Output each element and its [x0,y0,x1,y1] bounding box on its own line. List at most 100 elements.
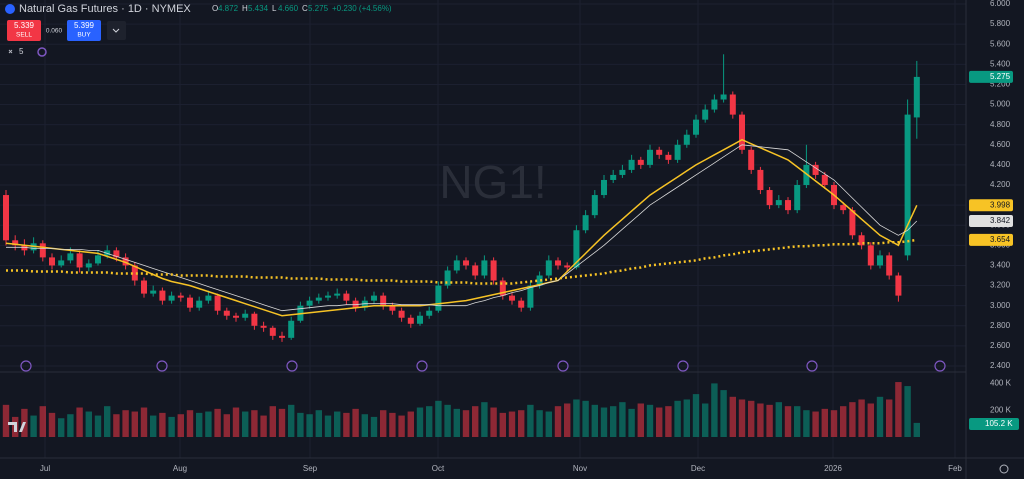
dropdown-button[interactable] [107,21,126,40]
y-tick-label: 6.000 [990,0,1011,8]
candle-body [601,179,607,196]
candle-body [279,335,285,338]
volume-bar [619,402,626,437]
candle-body [325,295,331,298]
plot [2,54,920,437]
legend-key: O [212,4,218,13]
candle-body [251,313,258,326]
buy-label: BUY [77,32,91,39]
collapse-icon[interactable] [8,49,13,54]
candle-body [223,310,230,316]
legend-key: C [302,4,308,13]
volume-bar [637,403,644,437]
candle-body [821,174,828,185]
candle-body [472,265,479,276]
y-tick-label: 3.000 [990,301,1011,310]
watermark: NG1! [439,156,546,208]
settings-icon[interactable] [999,464,1009,474]
candle-body [536,275,543,286]
volume-bar [58,418,65,437]
volume-bar [186,410,194,437]
volume-bar [380,410,387,437]
candle-body [288,320,295,338]
candle-body [785,200,791,211]
candle-body [444,270,451,286]
volume-bar [196,412,203,437]
y-tick-label: 2.400 [990,361,1011,370]
volume-bar [278,408,286,437]
event-icon[interactable] [806,360,818,372]
volume-bar [315,410,322,437]
volume-bar [766,404,773,437]
x-tick-label: Oct [432,464,445,473]
y-tick-label: 4.200 [990,180,1011,189]
candle-body [104,250,111,256]
volume-bar [849,402,856,437]
candle-body [417,315,423,324]
event-icon[interactable] [286,360,298,372]
event-icon[interactable] [677,360,689,372]
y-tick-label: 3.200 [990,281,1011,290]
candle-body [499,280,506,296]
volume-bar [150,415,157,437]
y-tick-label: 5.800 [990,19,1011,28]
volume-bar [168,416,175,437]
candle-body [858,235,865,246]
price-label: 3.654 [990,235,1011,244]
candle-body [113,250,120,258]
legend-value: 5.434 [248,4,269,13]
volume-bar [674,400,681,437]
volume-bar [527,404,534,437]
price-label-box [969,70,1013,83]
volume-bar [453,408,460,437]
volume-bar [416,407,424,437]
volume-bar [426,406,433,437]
volume-bar [288,404,295,437]
y-tick-label: 2.800 [990,321,1011,330]
volume-bar [665,406,672,437]
volume-bar [435,400,442,437]
buy-button[interactable] [67,20,101,41]
moving-average-line [6,238,917,285]
volume-bar [398,415,405,437]
indicator-icon[interactable] [37,47,47,57]
volume-bar [444,404,451,437]
legend-key: L [272,4,277,13]
event-icon[interactable] [156,360,168,372]
candle-body [757,169,764,191]
volume-bar [867,403,874,437]
event-icon[interactable] [934,360,946,372]
volume-bar [711,383,718,437]
sell-button[interactable] [7,20,41,41]
volume-bar [269,406,276,437]
volume-bar [610,406,617,437]
candle-body [619,169,626,175]
candle-body [637,159,644,165]
candle-body [3,195,9,241]
volume-bar [324,415,332,437]
candle-body [361,300,368,308]
candle-body [233,315,239,318]
volume-bar [729,396,736,437]
price-label: 3.998 [990,200,1011,209]
tv-logo [8,422,26,432]
volume-bar [334,411,341,437]
volume-bar [508,411,516,437]
symbol-title[interactable]: Natural Gas Futures · 1D · NYMEX [19,3,191,15]
price-label: 3.842 [990,216,1011,225]
candle-body [49,257,55,266]
volume-bar [812,411,819,437]
candle-body [840,205,847,211]
event-icon[interactable] [416,360,428,372]
event-icon[interactable] [20,360,32,372]
y-tick-label: 5.200 [990,80,1011,89]
candle-body [187,297,193,308]
event-icon[interactable] [557,360,569,372]
price-label-box [969,233,1013,246]
volume-bar [490,407,497,437]
volume-bar [214,408,221,437]
legend-value: 4.660 [278,4,299,13]
volume-bar [821,408,828,437]
volume-bar [140,407,148,437]
candle-body [748,149,755,170]
